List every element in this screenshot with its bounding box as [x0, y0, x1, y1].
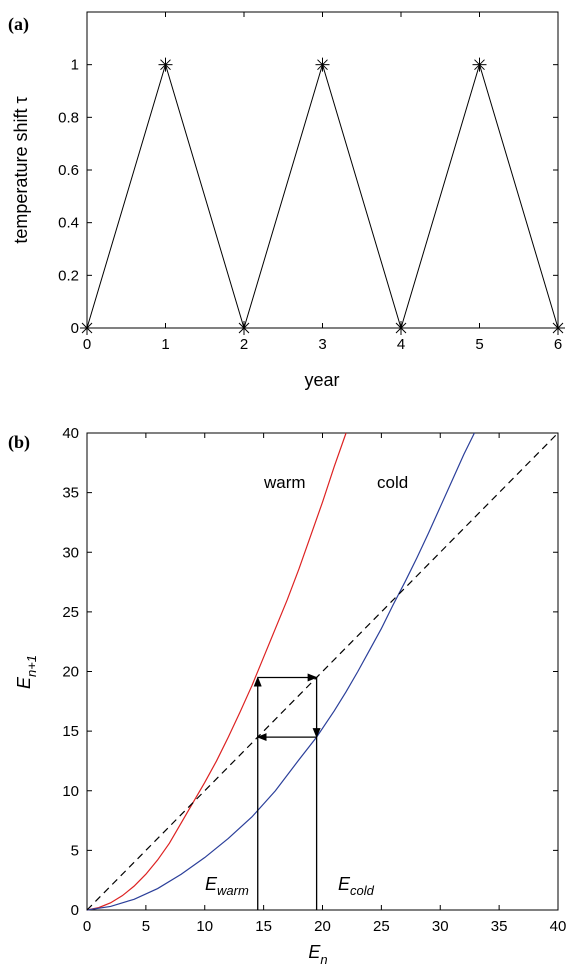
- series-line-a: [86, 62, 559, 330]
- x-tick-label-b: 10: [196, 918, 213, 935]
- series-line-cold: [86, 432, 475, 911]
- x-tick-label-b: 25: [373, 918, 390, 935]
- x-tick-label-a: 0: [83, 336, 91, 353]
- x-axis-label-a: year: [304, 370, 339, 390]
- marker-stroke: [317, 59, 328, 71]
- x-tick-label-a: 4: [397, 336, 405, 353]
- y-tick-label-b: 25: [62, 604, 79, 621]
- y-tick-label-a: 0.2: [58, 267, 79, 284]
- annotation-e-warm-sub: warm: [217, 883, 249, 898]
- x-tick-label-b: 30: [432, 918, 449, 935]
- data-point-a: [551, 321, 565, 335]
- x-axis-label-b: En: [308, 942, 327, 967]
- marker-stroke: [238, 322, 250, 334]
- series-line-warm: [86, 432, 347, 911]
- legend-label-cold: cold: [377, 473, 408, 492]
- data-point-a: [237, 321, 251, 335]
- y-tick-label-a: 0.4: [58, 215, 79, 232]
- data-point-a: [158, 57, 173, 72]
- y-tick-label-a: 0.8: [58, 109, 79, 126]
- x-tick-label-b: 35: [491, 918, 508, 935]
- annotation-e-warm: Ewarm: [205, 874, 249, 898]
- y-axis-label-b-sub: n+1: [24, 655, 39, 677]
- x-tick-label-a: 6: [554, 336, 562, 353]
- x-tick-label-a: 3: [318, 336, 326, 353]
- y-tick-label-b: 20: [62, 664, 79, 681]
- y-tick-label-a: 0.6: [58, 162, 79, 179]
- y-tick-label-a: 1: [71, 57, 79, 74]
- x-tick-label-a: 1: [161, 336, 169, 353]
- x-tick-label-b: 15: [255, 918, 272, 935]
- y-tick-label-b: 30: [62, 544, 79, 561]
- marker-stroke: [160, 59, 171, 71]
- y-tick-label-a: 0: [71, 320, 79, 337]
- y-tick-label-b: 15: [62, 723, 79, 740]
- marker-stroke: [474, 59, 485, 71]
- series-line-identity: [86, 432, 559, 911]
- x-axis-label-b-sub: n: [320, 952, 327, 967]
- legend-label-warm: warm: [263, 473, 306, 492]
- x-axis-label-b-main: E: [308, 942, 321, 962]
- y-tick-label-b: 35: [62, 485, 79, 502]
- y-tick-label-b: 40: [62, 425, 79, 442]
- panel-label-a: (a): [8, 14, 29, 35]
- annotation-e-cold-sub: cold: [350, 883, 375, 898]
- y-tick-label-b: 5: [71, 842, 79, 859]
- x-tick-label-b: 20: [314, 918, 331, 935]
- annotation-e-cold: Ecold: [338, 874, 375, 898]
- marker-stroke: [395, 322, 407, 334]
- y-tick-label-b: 0: [71, 902, 79, 919]
- y-axis-label-a: temperature shift τ: [11, 96, 31, 243]
- panel-label-b: (b): [8, 432, 30, 453]
- x-tick-label-b: 40: [550, 918, 567, 935]
- y-tick-label-b: 10: [62, 783, 79, 800]
- data-point-a: [80, 321, 94, 335]
- marker-stroke: [81, 322, 93, 334]
- data-point-a: [472, 57, 487, 72]
- x-tick-label-a: 5: [475, 336, 483, 353]
- y-axis-label-b: En+1: [14, 655, 39, 689]
- data-point-a: [315, 57, 330, 72]
- marker-stroke: [552, 322, 564, 334]
- y-axis-label-b-main: E: [14, 676, 34, 689]
- data-point-a: [394, 321, 408, 335]
- chart-panel-a: (a) 0 1 2 3 4 5 6 0 0.2 0.4 0.6 0.8 1 year temperatu…: [8, 11, 565, 390]
- x-tick-label-b: 5: [142, 918, 150, 935]
- annotation-e-warm-main: E: [205, 874, 218, 894]
- chart-panel-b: (b) 0 5 10 15 20 25 30 35 40 0 5 10 15 20 25 30 35 40 war…: [8, 425, 566, 967]
- x-tick-label-a: 2: [240, 336, 248, 353]
- annotation-e-cold-main: E: [338, 874, 351, 894]
- x-tick-label-b: 0: [83, 918, 91, 935]
